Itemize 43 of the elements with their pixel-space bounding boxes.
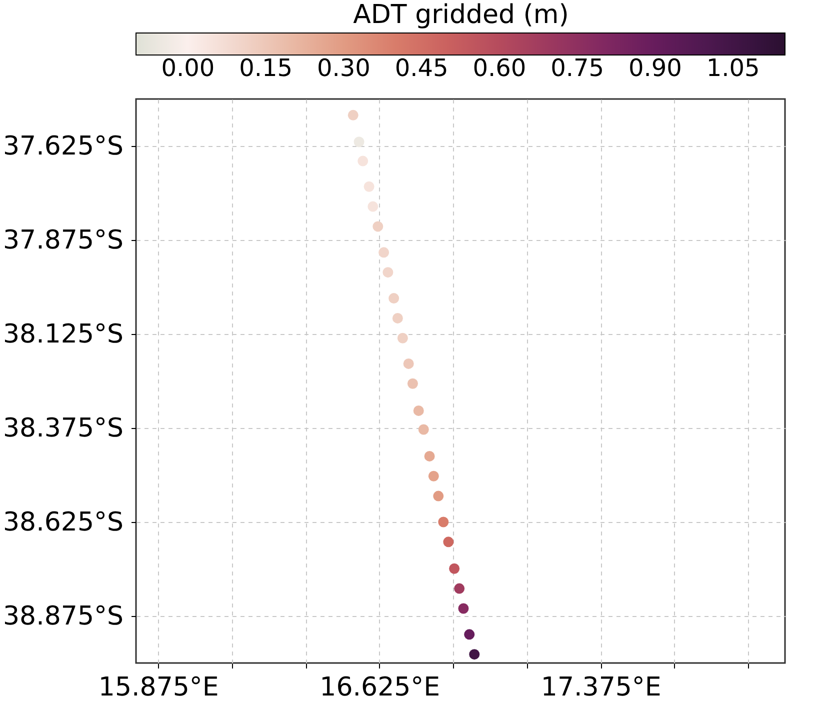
point [413, 405, 424, 416]
point [443, 536, 454, 548]
point [364, 181, 374, 192]
point [382, 267, 394, 278]
point [397, 332, 408, 344]
point [458, 603, 469, 614]
y-tick-label: 38.125°S [3, 320, 124, 350]
point [378, 247, 390, 258]
color-bar-label: 0.30 [316, 54, 370, 82]
point [368, 201, 378, 212]
y-tick-label: 38.625°S [3, 508, 124, 538]
point [454, 583, 465, 594]
point [469, 649, 480, 660]
color-bar-label: 0.90 [628, 54, 682, 82]
point [354, 136, 364, 148]
point [372, 221, 384, 232]
color-bar-label: 1.05 [706, 54, 760, 82]
x-tick-label: 15.875°E [98, 672, 219, 702]
point [407, 378, 418, 389]
x-tick-label: 17.375°E [540, 672, 662, 702]
y-tick-label: 38.875°S [3, 602, 124, 632]
point [348, 110, 358, 120]
y-tick-label: 38.375°S [3, 414, 124, 444]
color-bar-label: 0.00 [161, 54, 215, 82]
point [424, 450, 435, 462]
point [438, 516, 449, 528]
point [428, 470, 439, 482]
y-tick-label: 37.875°S [3, 226, 124, 256]
point [433, 490, 444, 502]
point [358, 156, 368, 166]
point [388, 293, 400, 304]
color-bar-label: 0.75 [550, 54, 604, 82]
color-bar-label: 0.60 [472, 54, 526, 82]
point [449, 563, 460, 574]
point [464, 629, 475, 640]
y-tick-label: 37.625°S [3, 132, 124, 162]
point [418, 424, 429, 435]
point [392, 312, 403, 324]
point [403, 358, 414, 369]
color-bar-label: 0.45 [394, 54, 448, 82]
color-bar-label: 0.15 [239, 54, 293, 82]
x-tick-label: 16.625°E [320, 672, 440, 702]
color-bar-title: ADT gridded (m) [353, 0, 569, 30]
